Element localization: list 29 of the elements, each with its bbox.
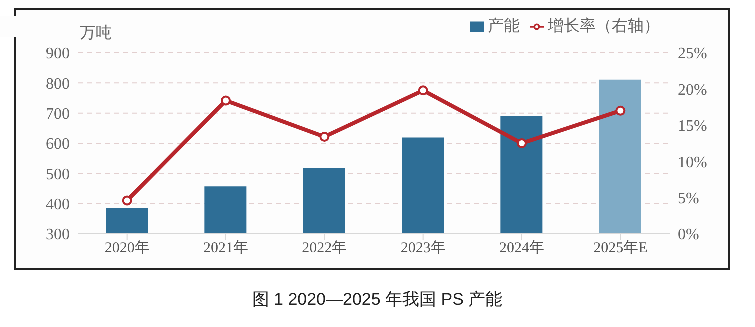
point (616, 106, 626, 116)
y2-tick-label: 20% (678, 82, 708, 99)
y2-tick-label: 5% (678, 190, 700, 208)
point (517, 138, 527, 148)
y2-tick-label: 0% (678, 226, 700, 244)
y-tick-label: 800 (46, 76, 70, 93)
point (418, 86, 428, 96)
x-tick-label: 2021年 (204, 240, 248, 257)
y-axis-title: 万吨 (80, 24, 112, 44)
y-tick-label: 400 (46, 196, 70, 214)
x-tick-label: 2022年 (302, 240, 348, 257)
x-tick-label: 2024年 (500, 240, 544, 257)
text: 图 1 2020—2025 年我国 PS 产能 (251, 289, 504, 311)
x-tick-label: 2025年E (594, 240, 648, 257)
y-tick-label: 500 (46, 166, 70, 184)
y2-tick-label: 10% (678, 154, 708, 172)
legend-label: 增长率（右轴） (548, 18, 660, 35)
point (122, 196, 132, 206)
y2-tick-label: 25% (678, 46, 708, 63)
y-tick-label: 600 (46, 136, 70, 154)
x-tick-label: 2020年 (104, 240, 150, 257)
legend-label: 产能 (488, 18, 520, 35)
y2-tick-label: 15% (678, 118, 708, 136)
point (320, 132, 330, 142)
point (221, 96, 231, 106)
x-tick-label: 2023年 (400, 240, 446, 257)
y-tick-label: 700 (46, 106, 70, 124)
y-tick-label: 900 (46, 46, 70, 63)
y-tick-label: 300 (46, 226, 70, 244)
